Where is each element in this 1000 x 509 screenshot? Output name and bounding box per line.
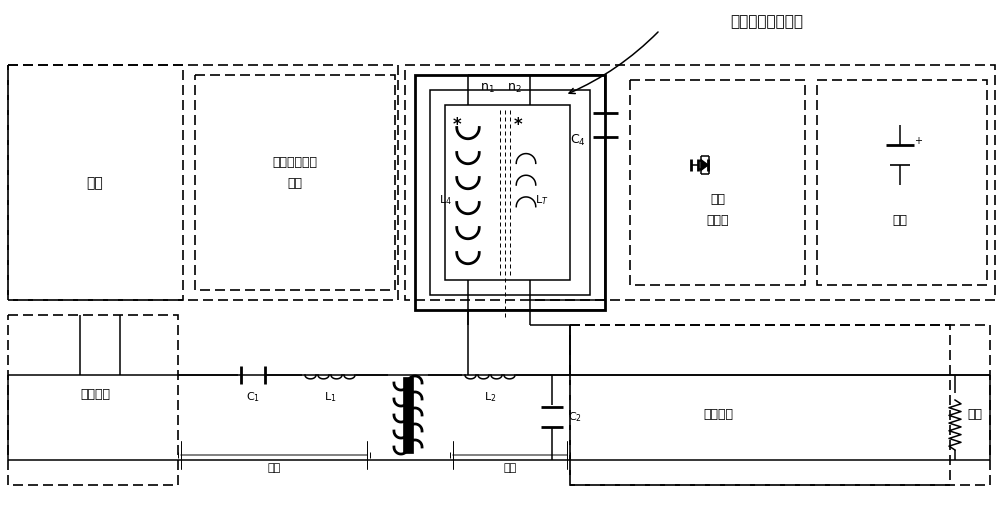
Text: 负载: 负载 bbox=[968, 409, 982, 421]
Text: 功率
放大器: 功率 放大器 bbox=[707, 193, 729, 227]
Text: n$_2$: n$_2$ bbox=[507, 81, 521, 95]
Text: +: + bbox=[914, 136, 922, 146]
Text: n$_1$: n$_1$ bbox=[480, 81, 494, 95]
Bar bbox=[195, 75, 395, 290]
Text: 电源: 电源 bbox=[87, 176, 103, 190]
Bar bbox=[403, 377, 413, 453]
Text: 通讯信号接收
模块: 通讯信号接收 模块 bbox=[272, 156, 318, 190]
Text: 逆变电路: 逆变电路 bbox=[80, 388, 110, 402]
Bar bbox=[570, 325, 990, 485]
Polygon shape bbox=[701, 160, 708, 171]
Bar bbox=[817, 80, 987, 285]
Bar bbox=[430, 90, 590, 295]
Bar bbox=[445, 105, 570, 280]
Text: *: * bbox=[514, 116, 522, 134]
Bar bbox=[8, 65, 183, 300]
Text: C$_4$: C$_4$ bbox=[570, 132, 586, 148]
Text: L$_2$: L$_2$ bbox=[484, 390, 496, 404]
Text: L$_1$: L$_1$ bbox=[324, 390, 336, 404]
Text: 原边: 原边 bbox=[267, 463, 281, 473]
Text: 电源: 电源 bbox=[893, 213, 908, 227]
Bar bbox=[405, 65, 995, 300]
Text: C$_1$: C$_1$ bbox=[246, 390, 260, 404]
Text: C$_2$: C$_2$ bbox=[568, 410, 582, 424]
Text: 副边: 副边 bbox=[503, 463, 517, 473]
Bar bbox=[630, 80, 805, 285]
Bar bbox=[415, 75, 605, 310]
Text: L$_T$: L$_T$ bbox=[535, 193, 549, 207]
Text: 通讯信号发射模块: 通讯信号发射模块 bbox=[730, 14, 803, 30]
Bar bbox=[570, 325, 950, 485]
Bar bbox=[8, 65, 398, 300]
Text: 整流电路: 整流电路 bbox=[703, 409, 733, 421]
Text: L$_4$: L$_4$ bbox=[439, 193, 451, 207]
Bar bbox=[8, 315, 178, 485]
Text: *: * bbox=[453, 116, 461, 134]
